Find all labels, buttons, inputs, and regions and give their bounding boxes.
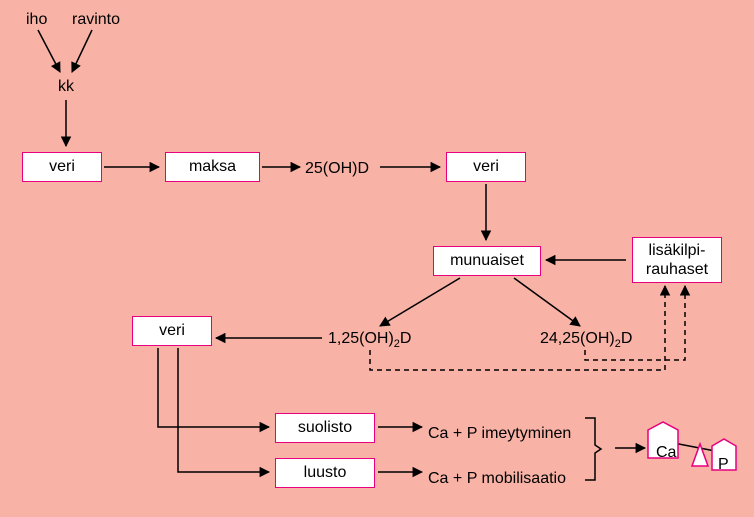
node-veri1: veri bbox=[22, 152, 102, 182]
label-iho: iho bbox=[26, 11, 47, 29]
node-veri3: veri bbox=[132, 316, 212, 346]
node-lisak: lisäkilpi-rauhaset bbox=[632, 237, 722, 283]
label-ravinto: ravinto bbox=[72, 11, 120, 29]
label-camob: Ca + P mobilisaatio bbox=[428, 470, 566, 488]
label-kk: kk bbox=[58, 78, 74, 96]
label-ca: Ca bbox=[656, 444, 676, 462]
label-ohd125: 1,25(OH)2D bbox=[328, 330, 411, 350]
label-ohd2425: 24,25(OH)2D bbox=[540, 330, 632, 350]
node-suolisto: suolisto bbox=[275, 413, 375, 443]
label-ohd25: 25(OH)D bbox=[305, 160, 369, 178]
label-p: P bbox=[718, 456, 729, 474]
diagram-canvas: iho ravinto kk 25(OH)D 1,25(OH)2D 24,25(OH)2D… bbox=[0, 0, 754, 517]
node-maksa: maksa bbox=[165, 152, 260, 182]
node-munuaiset: munuaiset bbox=[433, 246, 541, 276]
node-veri2: veri bbox=[446, 152, 526, 182]
node-luusto: luusto bbox=[275, 458, 375, 488]
label-caimp: Ca + P imeytyminen bbox=[428, 425, 571, 443]
